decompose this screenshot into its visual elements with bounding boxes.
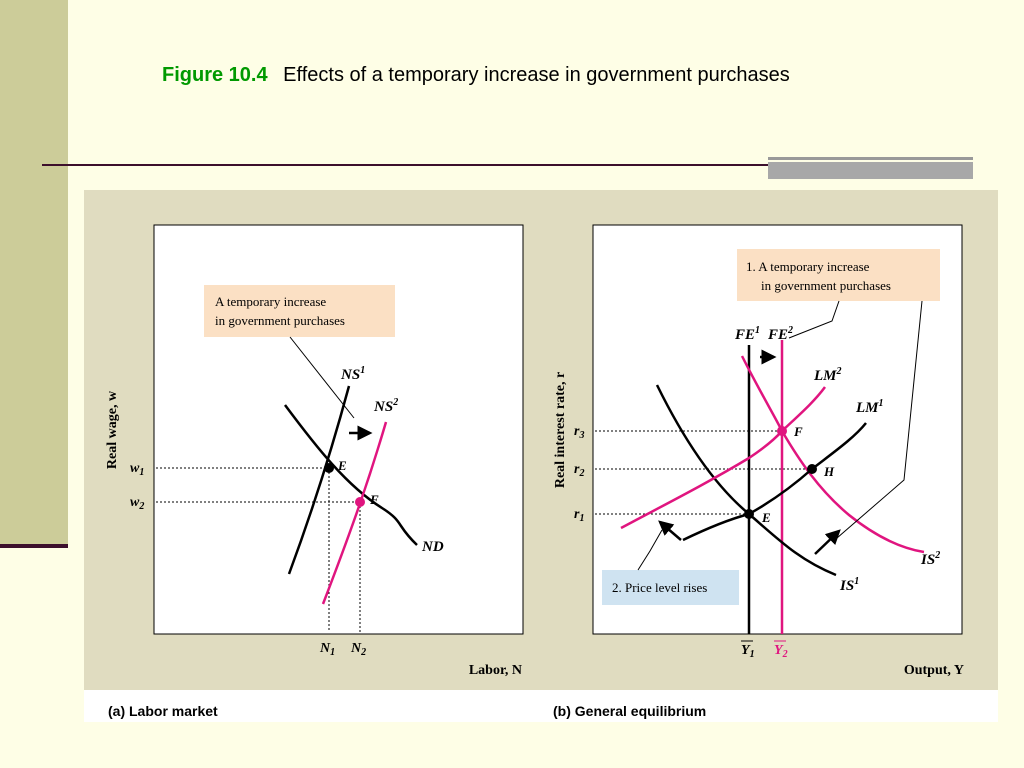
fe1-label: FE1 <box>734 325 760 343</box>
panel-b-note1-line1: 1. A temporary increase <box>746 259 870 274</box>
note2-pointer <box>637 529 663 571</box>
panel-a-caption: (a) Labor market <box>108 703 218 719</box>
lm-shift-arrow <box>658 520 682 541</box>
ns1-curve <box>287 385 351 575</box>
point-f-marker <box>777 426 787 436</box>
title-rule <box>42 164 772 166</box>
note1-pointer-is <box>836 300 923 539</box>
note1-pointer-fe <box>788 300 840 339</box>
panel-a-note-box <box>204 285 395 337</box>
figure-label: Figure 10.4 <box>162 64 268 86</box>
lm1-label: LM1 <box>855 398 884 416</box>
nd-curve <box>283 404 418 546</box>
slide-title: Figure 10.4 Effects of a temporary incre… <box>162 64 790 87</box>
panel-b-note2-box <box>602 570 739 605</box>
figure-title: Effects of a temporary increase in gover… <box>283 64 790 86</box>
panel-b-caption: (b) General equilibrium <box>553 703 706 719</box>
panel-a-note-pointer <box>289 336 355 419</box>
fe2-label: FE2 <box>767 325 793 343</box>
panel-b-y-axis-label: Real interest rate, r <box>553 372 568 488</box>
figure-graphic: Real wage, w Labor, N E F NS1 NS2 ND w1 … <box>84 190 998 722</box>
sidebar-accent-line <box>0 544 68 548</box>
slide-sidebar-band <box>0 0 68 546</box>
point-e-marker <box>744 509 754 519</box>
panel-b-x-axis-label: Output, Y <box>904 663 964 678</box>
nd-label: ND <box>421 539 444 555</box>
tick-n1: N1 <box>319 641 335 658</box>
tick-y1: Y1 <box>741 643 755 660</box>
caption-strip <box>84 690 998 722</box>
lm2-curve <box>620 386 827 530</box>
panel-a-y-axis-label: Real wage, w <box>105 390 120 469</box>
title-rule-bar <box>768 157 973 179</box>
panel-a-note-line1: A temporary increase <box>215 294 326 309</box>
point-f-label: F <box>369 492 379 507</box>
tick-r2: r2 <box>574 462 584 479</box>
panel-a-labor-market: Real wage, w Labor, N E F NS1 NS2 ND w1 … <box>105 224 524 678</box>
is2-label: IS2 <box>920 550 940 568</box>
point-e-label: E <box>761 510 771 525</box>
ns1-label: NS1 <box>340 365 365 383</box>
panel-b-general-equilibrium: Real interest rate, r Output, Y E H F FE… <box>553 224 964 678</box>
point-e-marker <box>324 463 334 473</box>
ns2-label: NS2 <box>373 397 398 415</box>
tick-r1: r1 <box>574 507 584 524</box>
lm2-label: LM2 <box>813 366 842 384</box>
point-h-marker <box>807 464 817 474</box>
panel-a-note-line2: in government purchases <box>215 313 345 328</box>
point-e-label: E <box>337 458 347 473</box>
is2-curve <box>740 355 925 554</box>
panel-b-note1-box <box>737 249 940 301</box>
panel-a-x-axis-label: Labor, N <box>469 663 522 678</box>
point-f-marker <box>355 497 365 507</box>
ns2-curve <box>321 421 388 605</box>
tick-w2: w2 <box>130 495 144 512</box>
panel-b-note2-text: 2. Price level rises <box>612 580 707 595</box>
point-h-label: H <box>823 464 835 479</box>
tick-y2: Y2 <box>774 643 788 660</box>
is1-label: IS1 <box>839 576 859 594</box>
point-f-label: F <box>793 424 803 439</box>
tick-r3: r3 <box>574 424 584 441</box>
tick-w1: w1 <box>130 461 144 478</box>
panel-b-note1-line2: in government purchases <box>761 278 891 293</box>
is-shift-arrow <box>814 529 841 555</box>
tick-n2: N2 <box>350 641 366 658</box>
lm1-curve <box>682 422 867 542</box>
